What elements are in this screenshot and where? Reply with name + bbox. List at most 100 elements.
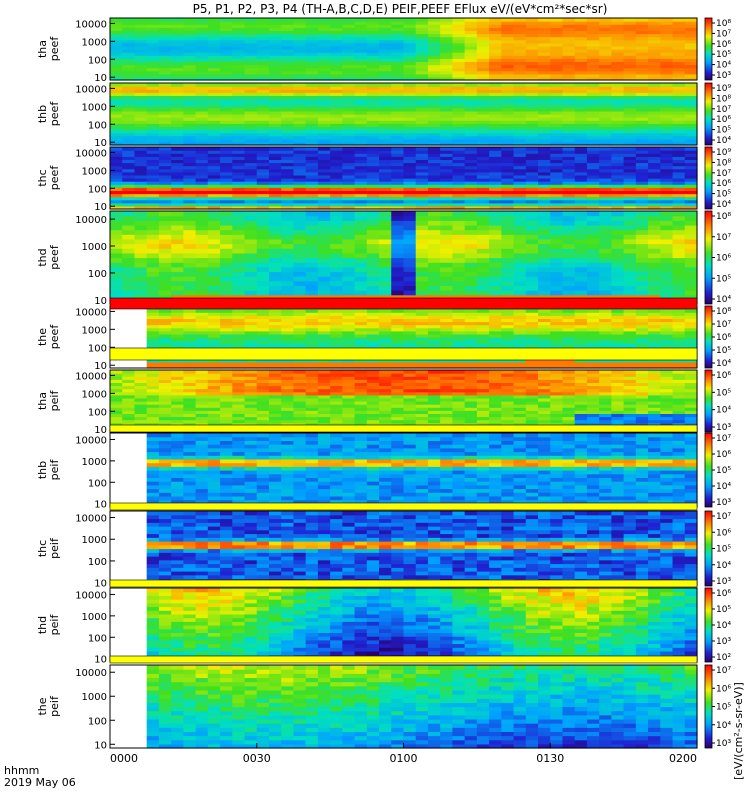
heatmap-cell <box>146 132 160 137</box>
heatmap-cell <box>427 262 441 268</box>
heatmap-cell <box>195 83 209 87</box>
heatmap-cell <box>366 73 380 78</box>
heatmap-cell <box>171 132 184 137</box>
heatmap-cell <box>476 358 490 363</box>
heatmap-cell <box>525 193 539 198</box>
heatmap-cell <box>440 315 454 319</box>
heatmap-cell <box>158 196 172 201</box>
heatmap-cell <box>134 257 148 263</box>
heatmap-cell <box>648 358 661 363</box>
heatmap-cell <box>354 86 368 90</box>
heatmap-cell <box>464 262 478 268</box>
heatmap-cell <box>574 135 588 140</box>
heatmap-cell <box>513 86 527 90</box>
heatmap-cell <box>330 280 343 286</box>
heatmap-cell <box>623 45 637 50</box>
heatmap-cell <box>599 86 612 90</box>
heatmap-cell <box>464 67 478 72</box>
heatmap-cell <box>256 104 270 109</box>
heatmap-cell <box>183 257 197 263</box>
y-tick-label: 10 <box>94 202 107 213</box>
heatmap-cell <box>501 361 515 366</box>
heatmap-cell <box>146 391 160 396</box>
heatmap-cell <box>391 129 405 134</box>
heatmap-cell <box>476 184 490 188</box>
heatmap-cell <box>379 266 392 273</box>
heatmap-cell <box>146 315 160 319</box>
heatmap-cell <box>440 162 454 167</box>
heatmap-cell <box>672 220 686 226</box>
colorbar-tick-label: 10⁷ <box>716 233 731 243</box>
heatmap-cell <box>158 238 172 245</box>
heatmap-cell <box>110 391 123 396</box>
heatmap-cell <box>501 171 515 176</box>
heatmap-cell <box>476 361 490 366</box>
heatmap-cell <box>648 117 661 121</box>
heatmap-cell <box>611 321 625 326</box>
heatmap-cell <box>648 76 661 81</box>
heatmap-cell <box>415 168 429 173</box>
heatmap-cell <box>489 280 502 286</box>
heatmap-cell <box>513 92 527 96</box>
heatmap-cell <box>538 276 551 282</box>
heatmap-cell <box>146 257 160 263</box>
heatmap-cell <box>342 86 356 90</box>
heatmap-cell <box>452 95 466 100</box>
heatmap-cell <box>305 67 319 72</box>
heatmap-cell <box>244 141 258 146</box>
heatmap-cell <box>427 132 441 137</box>
heatmap-cell <box>611 312 625 316</box>
heatmap-cell <box>317 67 331 72</box>
heatmap-cell <box>415 358 429 363</box>
heatmap-cell <box>207 171 221 176</box>
heatmap-cell <box>171 196 184 201</box>
heatmap-cell <box>122 76 136 81</box>
heatmap-cell <box>293 61 307 66</box>
heatmap-cell <box>623 199 637 204</box>
heatmap-cell <box>586 45 600 50</box>
heatmap-cell <box>464 92 478 96</box>
heatmap-cell <box>599 120 612 124</box>
heatmap-cell <box>171 285 184 291</box>
heatmap-cell <box>281 330 295 335</box>
heatmap-cell <box>220 120 233 124</box>
heatmap-cell <box>305 294 319 300</box>
heatmap-cell <box>586 27 600 31</box>
heatmap-cell <box>293 129 307 134</box>
heatmap-cell <box>232 343 246 347</box>
heatmap-cell <box>183 224 197 231</box>
heatmap-cell <box>183 49 197 53</box>
heatmap-cell <box>158 391 172 396</box>
heatmap-cell <box>452 324 466 329</box>
heatmap-cell <box>158 67 172 72</box>
heatmap-cell <box>379 45 392 50</box>
heatmap-cell <box>317 135 331 140</box>
heatmap-cell <box>305 83 319 87</box>
heatmap-cell <box>550 224 564 231</box>
heatmap-cell <box>660 318 674 323</box>
heatmap-cell <box>513 76 527 81</box>
heatmap-cell <box>427 211 441 217</box>
heatmap-cell <box>134 391 148 396</box>
heatmap-cell <box>574 205 588 210</box>
heatmap-cell <box>146 104 160 109</box>
heatmap-cell <box>599 153 612 157</box>
heatmap-cell <box>489 123 502 127</box>
heatmap-cell <box>122 30 136 35</box>
heatmap-cell <box>293 52 307 56</box>
heatmap-cell <box>366 156 380 160</box>
heatmap-cell <box>440 95 454 100</box>
heatmap-cell <box>366 70 380 75</box>
heatmap-cell <box>684 294 698 300</box>
heatmap-cell <box>305 248 319 254</box>
heatmap-cell <box>366 58 380 62</box>
heatmap-cell <box>244 159 258 164</box>
heatmap-cell <box>317 262 331 268</box>
heatmap-cell <box>452 30 466 35</box>
heatmap-cell <box>550 238 564 245</box>
heatmap-cell <box>281 340 295 344</box>
heatmap-cell <box>232 135 246 140</box>
heatmap-cell <box>599 193 612 198</box>
heatmap-cell <box>672 39 686 44</box>
heatmap-cell <box>684 318 698 323</box>
